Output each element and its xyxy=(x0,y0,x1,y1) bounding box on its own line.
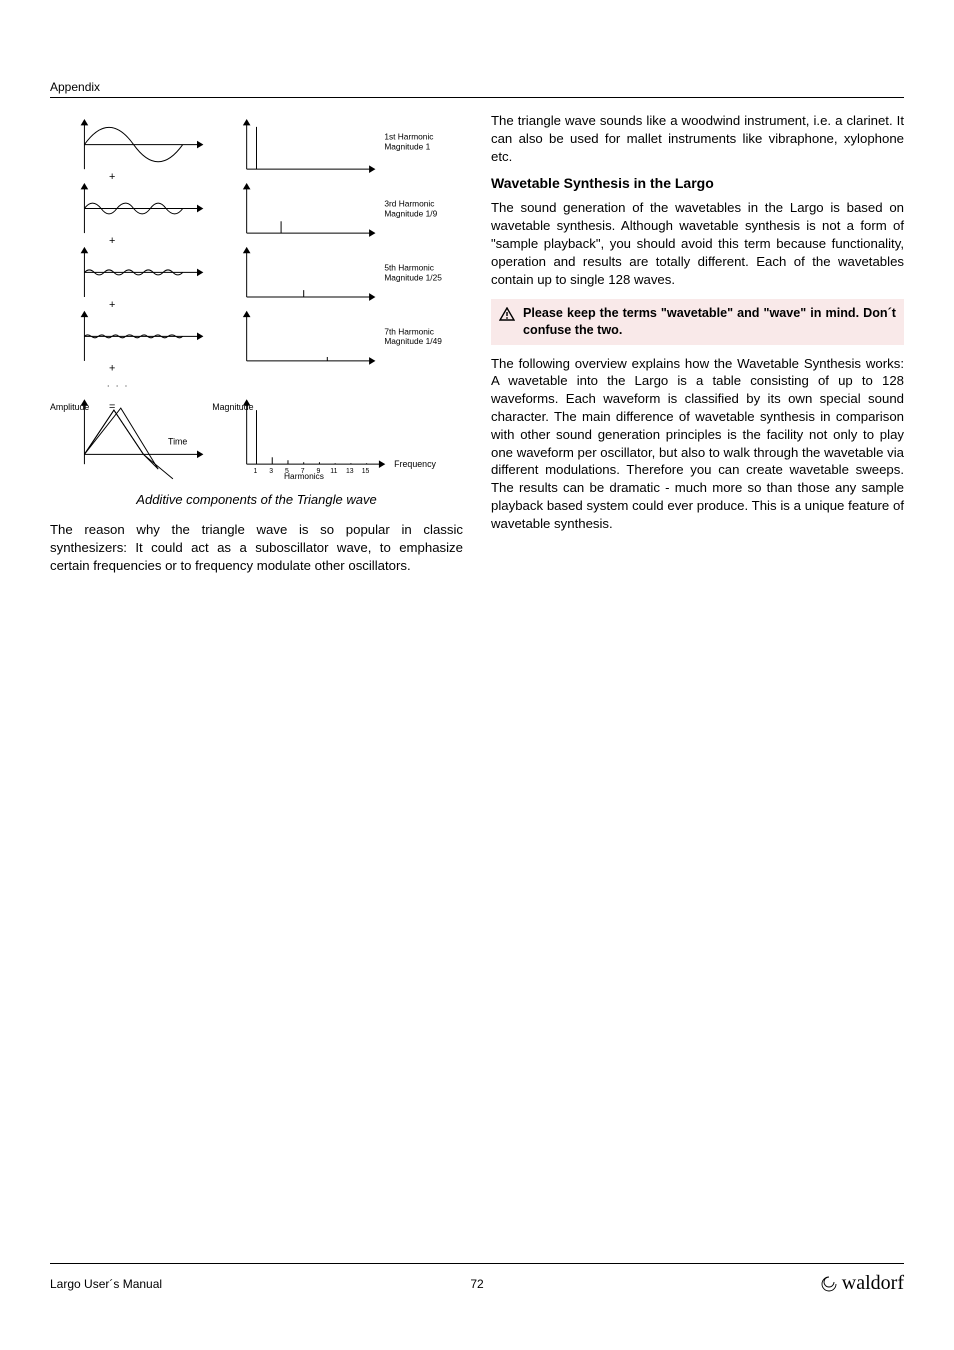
svg-text:3rd Harmonic: 3rd Harmonic xyxy=(384,199,434,209)
header-label: Appendix xyxy=(50,80,904,94)
svg-text:Frequency: Frequency xyxy=(394,459,436,469)
svg-text:15: 15 xyxy=(362,468,370,475)
plus1: + xyxy=(109,171,115,183)
svg-text:Magnitude: Magnitude xyxy=(212,402,253,412)
page-footer: Largo User´s Manual 72 waldorf xyxy=(50,1263,904,1295)
right-paragraph-1: The triangle wave sounds like a woodwind… xyxy=(491,112,904,165)
plus4: + xyxy=(109,363,115,375)
warning-callout: Please keep the terms "wavetable" and "w… xyxy=(491,299,904,345)
svg-text:Magnitude 1: Magnitude 1 xyxy=(384,142,430,152)
brand-logo: waldorf xyxy=(819,1272,904,1295)
svg-text:Magnitude 1/25: Magnitude 1/25 xyxy=(384,272,442,282)
svg-text:Amplitude: Amplitude xyxy=(50,402,89,412)
svg-text:3: 3 xyxy=(269,468,273,475)
svg-text:7: 7 xyxy=(301,468,305,475)
svg-text:Time: Time xyxy=(168,437,187,447)
svg-text:7th Harmonic: 7th Harmonic xyxy=(384,326,434,336)
svg-text:5: 5 xyxy=(285,468,289,475)
svg-text:1: 1 xyxy=(254,468,258,475)
svg-text:. . .: . . . xyxy=(107,378,129,388)
page-number: 72 xyxy=(470,1277,483,1291)
right-paragraph-3: The following overview explains how the … xyxy=(491,355,904,533)
left-paragraph-1: The reason why the triangle wave is so p… xyxy=(50,521,463,574)
footer-rule xyxy=(50,1263,904,1264)
left-column: + + + + . . . = Amplitude Time xyxy=(50,112,463,584)
svg-text:9: 9 xyxy=(316,468,320,475)
header-rule xyxy=(50,97,904,98)
right-column: The triangle wave sounds like a woodwind… xyxy=(491,112,904,584)
svg-text:Magnitude 1/9: Magnitude 1/9 xyxy=(384,208,437,218)
brand-swirl-icon xyxy=(819,1274,839,1294)
diagram-caption: Additive components of the Triangle wave xyxy=(50,492,463,507)
svg-text:1st Harmonic: 1st Harmonic xyxy=(384,132,433,142)
right-paragraph-2: The sound generation of the wavetables i… xyxy=(491,199,904,288)
footer-left: Largo User´s Manual xyxy=(50,1277,162,1291)
svg-text:Magnitude 1/49: Magnitude 1/49 xyxy=(384,336,442,346)
brand-text: waldorf xyxy=(842,1272,904,1295)
harmonics-diagram: + + + + . . . = Amplitude Time xyxy=(50,112,463,482)
svg-text:13: 13 xyxy=(346,468,354,475)
plus2: + xyxy=(109,235,115,247)
warning-icon xyxy=(499,307,515,326)
svg-text:11: 11 xyxy=(330,468,337,475)
svg-text:=: = xyxy=(109,401,115,413)
section-title: Wavetable Synthesis in the Largo xyxy=(491,175,904,191)
callout-text: Please keep the terms "wavetable" and "w… xyxy=(523,305,896,339)
svg-text:5th Harmonic: 5th Harmonic xyxy=(384,262,434,272)
plus3: + xyxy=(109,299,115,311)
